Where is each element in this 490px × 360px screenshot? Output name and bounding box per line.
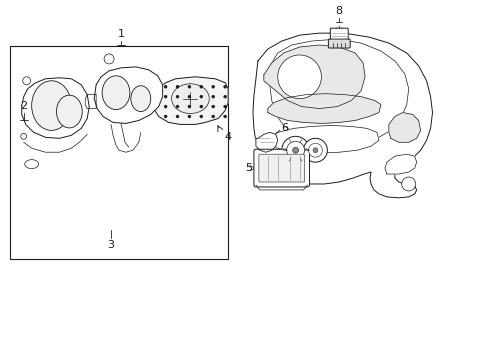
Circle shape <box>164 115 167 118</box>
Circle shape <box>188 95 191 98</box>
Circle shape <box>176 95 179 98</box>
Text: 7: 7 <box>281 145 288 155</box>
Circle shape <box>303 138 327 162</box>
Circle shape <box>21 133 26 139</box>
Circle shape <box>278 55 321 99</box>
Bar <box>10 46 228 260</box>
Circle shape <box>287 141 305 159</box>
Circle shape <box>212 95 215 98</box>
Polygon shape <box>153 77 228 125</box>
FancyBboxPatch shape <box>328 39 350 48</box>
Circle shape <box>282 136 310 164</box>
Circle shape <box>176 115 179 118</box>
Polygon shape <box>385 154 416 174</box>
Polygon shape <box>389 113 420 142</box>
Polygon shape <box>94 67 163 123</box>
Circle shape <box>164 85 167 88</box>
Circle shape <box>212 105 215 108</box>
Ellipse shape <box>56 95 82 128</box>
Polygon shape <box>22 78 89 138</box>
Circle shape <box>188 105 191 108</box>
Text: 5: 5 <box>245 163 252 173</box>
Circle shape <box>176 105 179 108</box>
FancyBboxPatch shape <box>330 28 348 42</box>
Circle shape <box>223 105 227 108</box>
Ellipse shape <box>131 86 151 112</box>
Text: 4: 4 <box>224 132 232 142</box>
Circle shape <box>309 143 322 157</box>
FancyBboxPatch shape <box>259 154 305 182</box>
Circle shape <box>223 95 227 98</box>
Circle shape <box>176 85 179 88</box>
Text: 3: 3 <box>107 239 115 249</box>
Ellipse shape <box>102 76 130 109</box>
Circle shape <box>188 115 191 118</box>
Circle shape <box>200 115 203 118</box>
FancyBboxPatch shape <box>254 149 310 187</box>
Circle shape <box>188 85 191 88</box>
Circle shape <box>223 115 227 118</box>
Circle shape <box>212 115 215 118</box>
Polygon shape <box>253 33 433 198</box>
Polygon shape <box>264 45 365 109</box>
Circle shape <box>293 147 298 153</box>
Circle shape <box>200 105 203 108</box>
Circle shape <box>223 85 227 88</box>
Circle shape <box>200 95 203 98</box>
Polygon shape <box>270 125 379 153</box>
Polygon shape <box>85 95 96 109</box>
Ellipse shape <box>172 84 209 113</box>
Circle shape <box>200 85 203 88</box>
Circle shape <box>212 85 215 88</box>
Circle shape <box>104 54 114 64</box>
Circle shape <box>164 105 167 108</box>
Text: 2: 2 <box>20 100 27 111</box>
Text: 1: 1 <box>118 29 124 39</box>
Ellipse shape <box>24 159 39 168</box>
Circle shape <box>23 77 31 85</box>
Circle shape <box>402 177 416 191</box>
Circle shape <box>164 95 167 98</box>
Text: 8: 8 <box>336 6 343 16</box>
Ellipse shape <box>32 81 72 130</box>
Text: 6: 6 <box>282 123 289 134</box>
Circle shape <box>313 148 318 153</box>
Polygon shape <box>256 132 278 152</box>
Polygon shape <box>268 94 381 123</box>
